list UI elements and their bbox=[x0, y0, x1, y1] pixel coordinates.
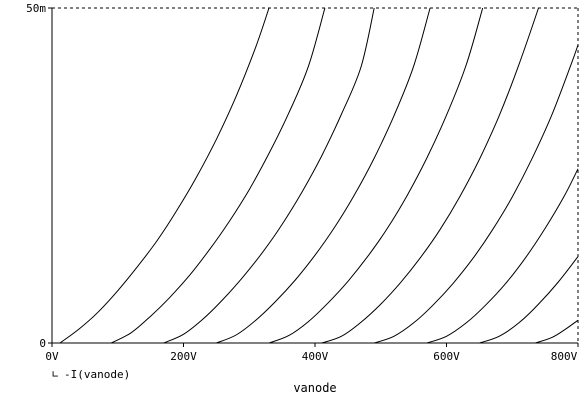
y-tick-label-0: 0 bbox=[39, 337, 46, 350]
series-line-2 bbox=[111, 8, 325, 343]
y-tick-label-1: 50m bbox=[26, 2, 46, 15]
x-tick-label-0: 0V bbox=[45, 350, 59, 363]
series-line-5 bbox=[269, 8, 483, 343]
series-line-9 bbox=[479, 257, 578, 343]
x-tick-label-3: 600V bbox=[433, 350, 460, 363]
x-axis-label: vanode bbox=[293, 381, 336, 395]
x-tick-label-4: 800V bbox=[551, 350, 578, 363]
series-line-8 bbox=[427, 169, 578, 343]
legend-marker: ∟ bbox=[52, 368, 59, 381]
legend-label: -I(vanode) bbox=[64, 368, 130, 381]
series-line-3 bbox=[164, 8, 374, 343]
x-tick-label-1: 200V bbox=[170, 350, 197, 363]
x-tick-label-2: 400V bbox=[302, 350, 329, 363]
series-line-4 bbox=[216, 8, 430, 343]
series-line-6 bbox=[322, 8, 539, 343]
series-layer bbox=[60, 8, 578, 343]
series-line-1 bbox=[60, 8, 269, 343]
series-line-10 bbox=[535, 320, 578, 343]
tick-layer: 0V 200V 400V 600V 800V 0 50m bbox=[26, 2, 578, 363]
